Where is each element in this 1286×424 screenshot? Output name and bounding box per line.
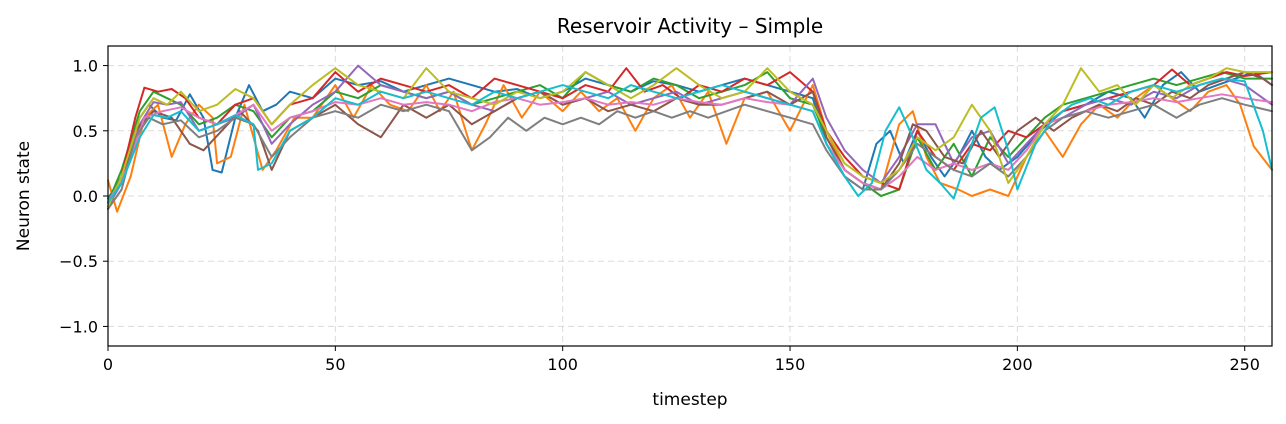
series-lines (107, 64, 1273, 213)
x-tick-label: 100 (547, 355, 578, 374)
y-tick-label: 1.0 (73, 57, 98, 76)
x-tick-label: 50 (325, 355, 345, 374)
chart-title: Reservoir Activity – Simple (557, 14, 823, 38)
x-tick-label: 0 (103, 355, 113, 374)
series-line-7 (107, 93, 1273, 204)
x-tick-label: 150 (775, 355, 806, 374)
y-tick-label: −0.5 (59, 252, 98, 271)
x-axis-label: timestep (652, 390, 727, 410)
series-line-2 (107, 84, 1273, 213)
y-axis-label: Neuron state (14, 141, 34, 251)
x-axis-ticks: 0 50 100 150 200 250 (103, 346, 1260, 374)
y-tick-label: −1.0 (59, 317, 98, 336)
series-line-10 (107, 77, 1273, 204)
x-tick-label: 250 (1229, 355, 1260, 374)
y-axis-ticks: −1.0 −0.5 0.0 0.5 1.0 (59, 57, 108, 336)
x-tick-label: 200 (1002, 355, 1033, 374)
series-line-9 (107, 67, 1273, 208)
y-tick-label: 0.0 (73, 187, 98, 206)
y-tick-label: 0.5 (73, 122, 98, 141)
